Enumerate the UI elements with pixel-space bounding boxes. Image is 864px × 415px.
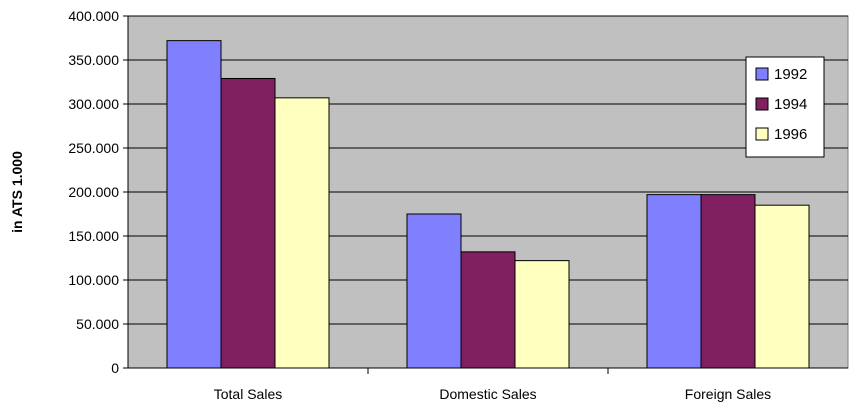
y-tick-label: 50.000 (76, 316, 119, 332)
legend-label: 1996 (774, 126, 807, 143)
x-tick-label: Domestic Sales (439, 386, 536, 402)
bar-1994-foreign-sales (700, 194, 756, 369)
legend-swatch (755, 97, 769, 111)
y-axis-label: in ATS 1.000 (9, 151, 25, 233)
y-tick-label: 350.000 (68, 52, 119, 68)
bar-1992-foreign-sales (646, 194, 702, 369)
x-tick-label: Total Sales (214, 386, 282, 402)
legend-label: 1992 (774, 66, 807, 83)
bar-1996-foreign-sales (754, 204, 810, 369)
legend-label: 1994 (774, 96, 807, 113)
bar-1994-domestic-sales (460, 251, 516, 369)
y-tick-label: 300.000 (68, 96, 119, 112)
y-tick-label: 250.000 (68, 140, 119, 156)
y-tick-label: 200.000 (68, 184, 119, 200)
y-tick-label: 0 (111, 360, 119, 376)
x-tick-label: Foreign Sales (685, 386, 771, 402)
y-tick-label: 150.000 (68, 228, 119, 244)
bar-1996-domestic-sales (514, 260, 570, 369)
bar-1992-domestic-sales (406, 213, 462, 369)
y-tick-label: 400.000 (68, 8, 119, 24)
legend: 1992 1994 1996 (745, 56, 825, 158)
bar-1996-total-sales (274, 97, 330, 369)
legend-swatch (755, 127, 769, 141)
y-tick-label: 100.000 (68, 272, 119, 288)
legend-swatch (755, 67, 769, 81)
bar-1994-total-sales (220, 77, 276, 369)
bar-1992-total-sales (166, 40, 222, 369)
